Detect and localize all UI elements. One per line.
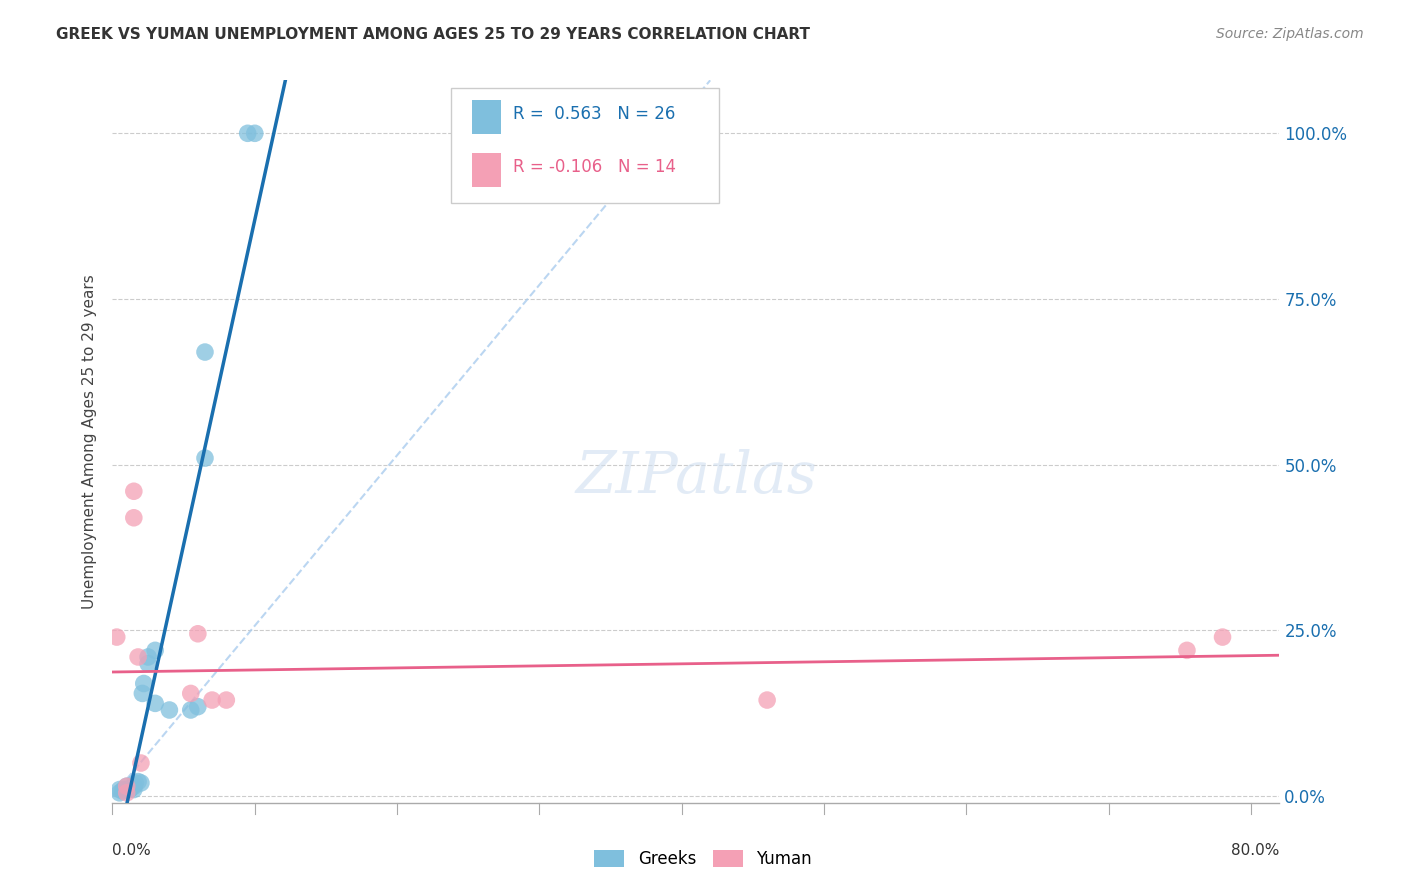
Point <box>124 776 146 790</box>
Point <box>115 782 138 797</box>
Point <box>194 345 217 359</box>
Point <box>180 686 202 700</box>
Point <box>143 643 166 657</box>
Point <box>187 699 209 714</box>
Y-axis label: Unemployment Among Ages 25 to 29 years: Unemployment Among Ages 25 to 29 years <box>82 274 97 609</box>
Text: GREEK VS YUMAN UNEMPLOYMENT AMONG AGES 25 TO 29 YEARS CORRELATION CHART: GREEK VS YUMAN UNEMPLOYMENT AMONG AGES 2… <box>56 27 810 42</box>
Legend: Greeks, Yuman: Greeks, Yuman <box>588 843 818 875</box>
Text: ZIPatlas: ZIPatlas <box>575 450 817 506</box>
Point <box>143 697 166 711</box>
Point <box>157 703 180 717</box>
Point <box>127 774 149 789</box>
Point <box>120 781 142 796</box>
Point <box>201 693 224 707</box>
Point <box>122 484 145 499</box>
FancyBboxPatch shape <box>451 87 720 203</box>
Point <box>1175 643 1198 657</box>
Point <box>132 676 155 690</box>
Point <box>127 650 149 665</box>
Point <box>243 126 266 140</box>
Text: 80.0%: 80.0% <box>1232 843 1279 857</box>
Text: R = -0.106   N = 14: R = -0.106 N = 14 <box>513 158 676 176</box>
Point <box>129 776 152 790</box>
Point <box>108 782 131 797</box>
Point <box>215 693 238 707</box>
Point <box>136 657 159 671</box>
Point <box>131 686 153 700</box>
Text: 0.0%: 0.0% <box>112 843 152 857</box>
Point <box>756 693 779 707</box>
Point <box>136 650 159 665</box>
Point <box>187 627 209 641</box>
Point <box>115 786 138 800</box>
Point <box>108 786 131 800</box>
Point <box>115 779 138 793</box>
Point <box>111 784 134 798</box>
Point <box>112 782 135 797</box>
Point <box>129 756 152 770</box>
Point <box>180 703 202 717</box>
Text: Source: ZipAtlas.com: Source: ZipAtlas.com <box>1216 27 1364 41</box>
Point <box>122 782 145 797</box>
Point <box>115 779 138 793</box>
Point <box>122 510 145 524</box>
Text: R =  0.563   N = 26: R = 0.563 N = 26 <box>513 105 675 123</box>
Point <box>194 451 217 466</box>
FancyBboxPatch shape <box>472 100 501 135</box>
Point <box>118 782 141 797</box>
Point <box>105 630 128 644</box>
Point <box>122 779 145 793</box>
FancyBboxPatch shape <box>472 153 501 187</box>
Point <box>1212 630 1234 644</box>
Point <box>236 126 259 140</box>
